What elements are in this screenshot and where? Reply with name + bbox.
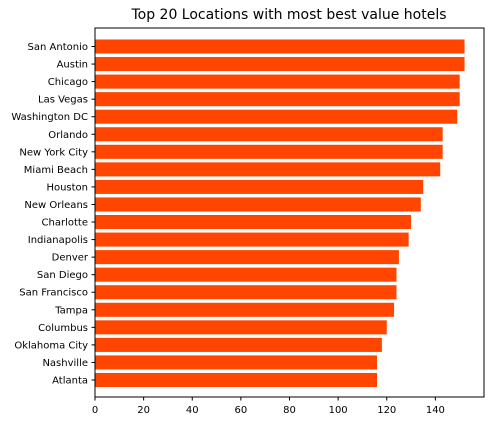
y-tick-label: Oklahoma City — [14, 340, 88, 351]
y-tick-label: Indianapolis — [28, 235, 88, 246]
bar-las-vegas — [95, 92, 460, 107]
y-tick-label: New York City — [19, 147, 88, 158]
x-tick-label: 80 — [283, 405, 296, 416]
y-tick-label: Las Vegas — [38, 95, 88, 106]
y-tick-label: Nashville — [42, 358, 88, 369]
y-tick-label: Washington DC — [11, 112, 88, 123]
y-tick-label: San Diego — [37, 270, 88, 281]
y-tick-label: Columbus — [38, 323, 88, 334]
y-tick-label: Atlanta — [52, 376, 88, 387]
y-axis-ticks: San Antonio Austin Chicago Las Vegas Washing… — [11, 42, 95, 387]
bar-oklahoma-city — [95, 337, 382, 352]
bar-orlando — [95, 127, 443, 142]
bar-indianapolis — [95, 232, 409, 247]
x-tick-label: 0 — [92, 405, 98, 416]
y-tick-label: Austin — [57, 60, 88, 71]
bar-miami-beach — [95, 162, 441, 177]
bar-san-antonio — [95, 39, 465, 54]
x-tick-label: 120 — [377, 405, 396, 416]
bar-new-orleans — [95, 197, 421, 212]
bar-new-york-city — [95, 144, 443, 159]
plot-frame — [94, 27, 485, 398]
bar-san-diego — [95, 267, 397, 282]
y-tick-label: Tampa — [54, 305, 88, 316]
bar-houston — [95, 179, 424, 194]
x-tick-label: 40 — [186, 405, 199, 416]
y-tick-label: Chicago — [48, 77, 88, 88]
bar-washington-dc — [95, 109, 458, 124]
bar-austin — [95, 57, 465, 72]
x-tick-label: 60 — [235, 405, 248, 416]
y-tick-label: Houston — [46, 182, 88, 193]
bar-denver — [95, 250, 399, 265]
bar-charlotte — [95, 215, 412, 230]
bar-san-francisco — [95, 285, 397, 300]
y-tick-label: Charlotte — [42, 218, 88, 229]
x-axis-ticks: 0 20 40 60 80 100 120 140 — [92, 397, 445, 416]
y-tick-label: Denver — [52, 253, 89, 264]
y-tick-label: Orlando — [48, 130, 88, 141]
y-tick-label: New Orleans — [24, 200, 88, 211]
y-tick-label: San Antonio — [28, 42, 88, 53]
y-tick-label: San Francisco — [19, 288, 88, 299]
bars-group — [95, 39, 465, 388]
bar-nashville — [95, 355, 378, 370]
x-tick-label: 140 — [426, 405, 445, 416]
bar-tampa — [95, 302, 395, 317]
y-tick-label: Miami Beach — [24, 165, 88, 176]
x-tick-label: 100 — [329, 405, 348, 416]
bar-atlanta — [95, 372, 378, 388]
chart-title: Top 20 Locations with most best value ho… — [130, 7, 446, 23]
bar-chicago — [95, 74, 460, 89]
x-tick-label: 20 — [137, 405, 150, 416]
bar-columbus — [95, 320, 387, 335]
